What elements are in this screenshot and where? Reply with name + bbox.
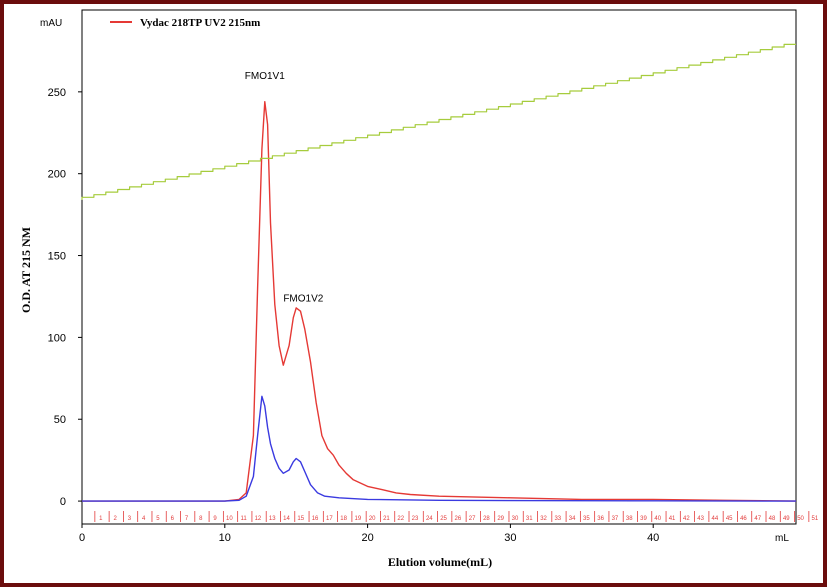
fraction-label: 19 xyxy=(355,516,362,522)
fraction-label: 49 xyxy=(783,516,790,522)
y-tick-label: 50 xyxy=(54,414,66,426)
legend-label-uv: Vydac 218TP UV2 215nm xyxy=(140,17,260,29)
legend: Vydac 218TP UV2 215nm xyxy=(110,17,260,29)
fraction-label: 9 xyxy=(213,516,217,522)
fraction-label: 17 xyxy=(326,516,333,522)
fraction-label: 12 xyxy=(255,516,262,522)
fraction-label: 47 xyxy=(754,516,761,522)
fraction-label: 34 xyxy=(569,516,576,522)
plot-area xyxy=(81,9,797,525)
y-tick-label: 0 xyxy=(60,496,66,508)
fraction-label: 42 xyxy=(683,516,690,522)
y-tick-label: 150 xyxy=(48,251,66,263)
fraction-label: 38 xyxy=(626,516,633,522)
fraction-label: 21 xyxy=(383,516,390,522)
fraction-label: 11 xyxy=(241,516,248,522)
fraction-label: 43 xyxy=(697,516,704,522)
fraction-label: 23 xyxy=(412,516,419,522)
fraction-label: 31 xyxy=(526,516,533,522)
fraction-label: 41 xyxy=(669,516,676,522)
fraction-label: 35 xyxy=(583,516,590,522)
fraction-label: 4 xyxy=(142,516,146,522)
x-tick-label: 20 xyxy=(361,532,373,544)
x-unit-label: mL xyxy=(775,533,789,544)
fraction-label: 39 xyxy=(640,516,647,522)
series-line-3 xyxy=(81,43,796,200)
fraction-label: 3 xyxy=(128,516,132,522)
fraction-label: 25 xyxy=(440,516,447,522)
y-tick-label: 100 xyxy=(48,332,66,344)
fraction-label: 14 xyxy=(283,516,290,522)
fraction-label: 40 xyxy=(654,516,661,522)
fraction-label: 10 xyxy=(226,516,233,522)
fraction-label: 15 xyxy=(297,516,304,522)
y-tick-label: 250 xyxy=(48,87,66,99)
fraction-label: 44 xyxy=(712,516,719,522)
fraction-label: 24 xyxy=(426,516,433,522)
y-unit-label: mAU xyxy=(40,18,62,29)
fraction-label: 45 xyxy=(726,516,733,522)
fraction-label: 16 xyxy=(312,516,319,522)
peak-label-2: FMO1V2 xyxy=(283,293,323,304)
fraction-label: 18 xyxy=(340,516,347,522)
fraction-label: 5 xyxy=(156,516,160,522)
x-tick-label: 30 xyxy=(504,532,516,544)
fraction-label: 29 xyxy=(497,516,504,522)
fraction-label: 30 xyxy=(512,516,519,522)
fraction-label: 50 xyxy=(797,516,804,522)
fraction-label: 26 xyxy=(455,516,462,522)
fraction-label: 8 xyxy=(199,516,203,522)
fraction-label: 1 xyxy=(99,516,103,522)
x-tick-label: 10 xyxy=(219,532,231,544)
fraction-label: 46 xyxy=(740,516,747,522)
series-line-1 xyxy=(82,101,797,502)
y-tick-label: 200 xyxy=(48,169,66,181)
fraction-label: 13 xyxy=(269,516,276,522)
series-line-2 xyxy=(82,395,797,502)
x-tick-label: 0 xyxy=(79,532,85,544)
fraction-label: 2 xyxy=(113,516,117,522)
fraction-label: 22 xyxy=(397,516,404,522)
fraction-label: 51 xyxy=(812,516,819,522)
fraction-label: 7 xyxy=(185,516,189,522)
y-axis-title: O.D. AT 215 NM xyxy=(19,227,33,313)
peak-label-1: FMO1V1 xyxy=(245,71,285,82)
fraction-label: 20 xyxy=(369,516,376,522)
x-axis-title: Elution volume(mL) xyxy=(388,555,492,569)
fraction-label: 37 xyxy=(612,516,619,522)
fraction-label: 32 xyxy=(540,516,547,522)
fraction-label: 33 xyxy=(554,516,561,522)
fraction-label: 36 xyxy=(597,516,604,522)
fraction-label: 27 xyxy=(469,516,476,522)
fraction-label: 6 xyxy=(171,516,175,522)
fraction-label: 28 xyxy=(483,516,490,522)
x-tick-label: 40 xyxy=(647,532,659,544)
fraction-label: 48 xyxy=(769,516,776,522)
